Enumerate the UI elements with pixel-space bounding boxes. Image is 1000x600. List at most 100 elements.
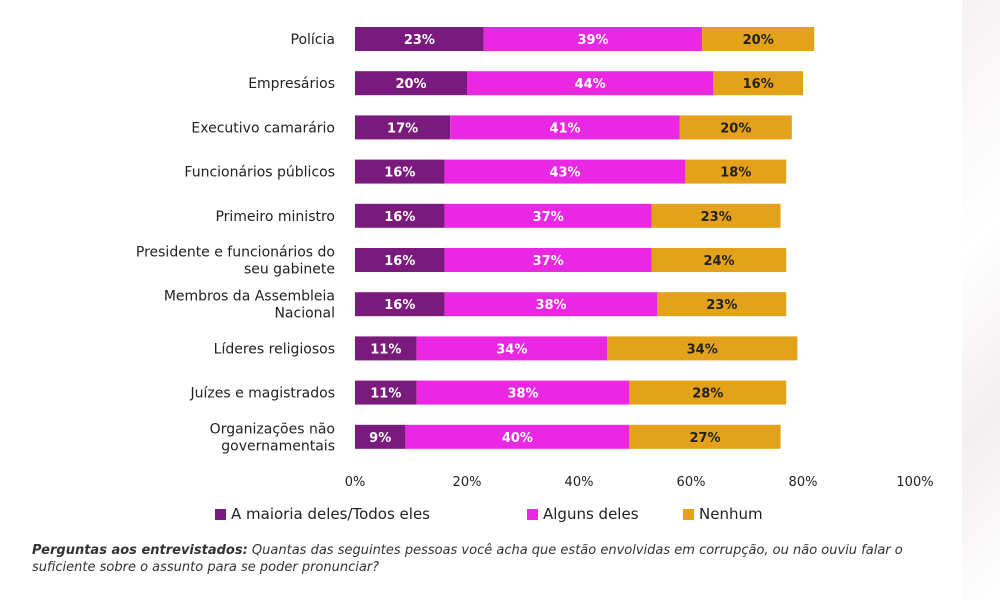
data-label: 9%: [369, 431, 391, 446]
bar-segment: [629, 424, 781, 449]
legend-item: Alguns deles: [527, 505, 639, 523]
data-label: 28%: [692, 387, 723, 402]
category-label: Polícia: [291, 32, 335, 48]
data-label: 20%: [395, 77, 426, 92]
category-label: Empresários: [248, 76, 335, 92]
data-label: 23%: [701, 210, 732, 225]
category-label: Juízes e magistrados: [189, 386, 335, 402]
bar-segment: [355, 292, 445, 317]
data-label: 41%: [549, 121, 580, 136]
legend-label: Alguns deles: [543, 505, 639, 523]
decorative-side-strip: [962, 0, 1000, 600]
bar-segment: [629, 380, 787, 405]
data-label: 27%: [689, 431, 720, 446]
category-label: Funcionários públicos: [184, 165, 335, 181]
legend-label: A maioria deles/Todos eles: [231, 505, 430, 523]
category-label-line: Empresários: [248, 76, 335, 92]
data-label: 16%: [743, 77, 774, 92]
data-label: 38%: [507, 387, 538, 402]
bar-segment: [713, 71, 803, 96]
legend-item: Nenhum: [683, 505, 763, 523]
data-label: 40%: [502, 431, 533, 446]
data-label: 16%: [384, 210, 415, 225]
category-label: Membros da Assembleia Nacional: [164, 289, 335, 322]
legend-swatch: [683, 509, 694, 520]
bar-segment: [444, 292, 658, 317]
data-label: 34%: [687, 342, 718, 357]
data-label: 44%: [575, 77, 606, 92]
bar-segment: [685, 159, 787, 184]
footnote-lead: Perguntas aos entrevistados:: [32, 543, 248, 558]
bar-segment: [355, 159, 445, 184]
bar-segment: [702, 27, 815, 51]
bar-segment: [355, 336, 417, 361]
bar-segment: [355, 248, 445, 272]
bar-segment: [355, 27, 484, 51]
legend-swatch: [215, 509, 226, 520]
data-label: 37%: [533, 254, 564, 269]
category-label: Organizações não governamentais: [210, 421, 335, 454]
bar-segment: [355, 380, 417, 405]
x-tick-label: 0%: [345, 475, 366, 490]
data-label: 16%: [384, 166, 415, 181]
category-label-line: Membros da Assembleia: [164, 289, 335, 305]
category-label: Líderes religiosos: [214, 341, 335, 357]
footnote: Perguntas aos entrevistados: Quantas das…: [32, 542, 962, 576]
bar-segment: [416, 380, 630, 405]
category-label: Presidente e funcionários do seu gabinete: [136, 245, 335, 278]
category-label-line: Primeiro ministro: [215, 209, 335, 225]
bar-segment: [355, 115, 451, 140]
data-label: 24%: [703, 254, 734, 269]
category-label-line: Organizações não: [210, 421, 335, 437]
data-label: 34%: [496, 342, 527, 357]
category-label-line: seu gabinete: [244, 262, 335, 278]
bar-segment: [405, 424, 630, 449]
stacked-bar-chart: Polícia 23% 39% 20% Empresários 20% 44% 16% Exec…: [136, 27, 934, 523]
bar-segment: [444, 248, 652, 272]
bar-segment: [657, 292, 787, 317]
category-label-line: Líderes religiosos: [214, 341, 335, 357]
data-label: 37%: [533, 210, 564, 225]
category-label-line: governamentais: [221, 438, 335, 454]
data-label: 39%: [577, 33, 608, 48]
x-tick-label: 80%: [789, 475, 818, 490]
data-label: 16%: [384, 298, 415, 313]
x-tick-label: 60%: [677, 475, 706, 490]
category-label-line: Polícia: [291, 32, 335, 48]
x-tick-label: 20%: [453, 475, 482, 490]
legend-label: Nenhum: [699, 505, 763, 523]
category-label-line: Nacional: [274, 306, 335, 322]
x-tick-label: 100%: [896, 475, 933, 490]
footnote-text: Quantas das seguintes pessoas você acha …: [32, 543, 903, 575]
bar-segment: [679, 115, 792, 140]
data-label: 23%: [706, 298, 737, 313]
data-label: 43%: [549, 166, 580, 181]
bar-segment: [483, 27, 703, 51]
data-label: 38%: [535, 298, 566, 313]
data-label: 18%: [720, 166, 751, 181]
bar-segment: [444, 203, 652, 228]
data-label: 23%: [404, 33, 435, 48]
data-label: 16%: [384, 254, 415, 269]
category-label: Executivo camarário: [191, 120, 335, 136]
bar-segment: [651, 203, 781, 228]
data-label: 11%: [370, 342, 401, 357]
bar-segment: [355, 71, 467, 96]
bar-segment: [450, 115, 680, 140]
category-label-line: Presidente e funcionários do: [136, 245, 335, 261]
category-label: Primeiro ministro: [215, 209, 335, 225]
data-label: 20%: [743, 33, 774, 48]
legend-item: A maioria deles/Todos eles: [215, 505, 430, 523]
bar-segment: [355, 424, 406, 449]
bar-segment: [444, 159, 686, 184]
bar-segment: [355, 203, 445, 228]
bar-segment: [416, 336, 607, 361]
bar-segment: [651, 248, 787, 272]
category-label-line: Funcionários públicos: [184, 165, 335, 181]
x-tick-label: 40%: [565, 475, 594, 490]
data-label: 20%: [720, 121, 751, 136]
data-label: 11%: [370, 387, 401, 402]
legend-swatch: [527, 509, 538, 520]
data-label: 17%: [387, 121, 418, 136]
bar-segment: [607, 336, 798, 361]
